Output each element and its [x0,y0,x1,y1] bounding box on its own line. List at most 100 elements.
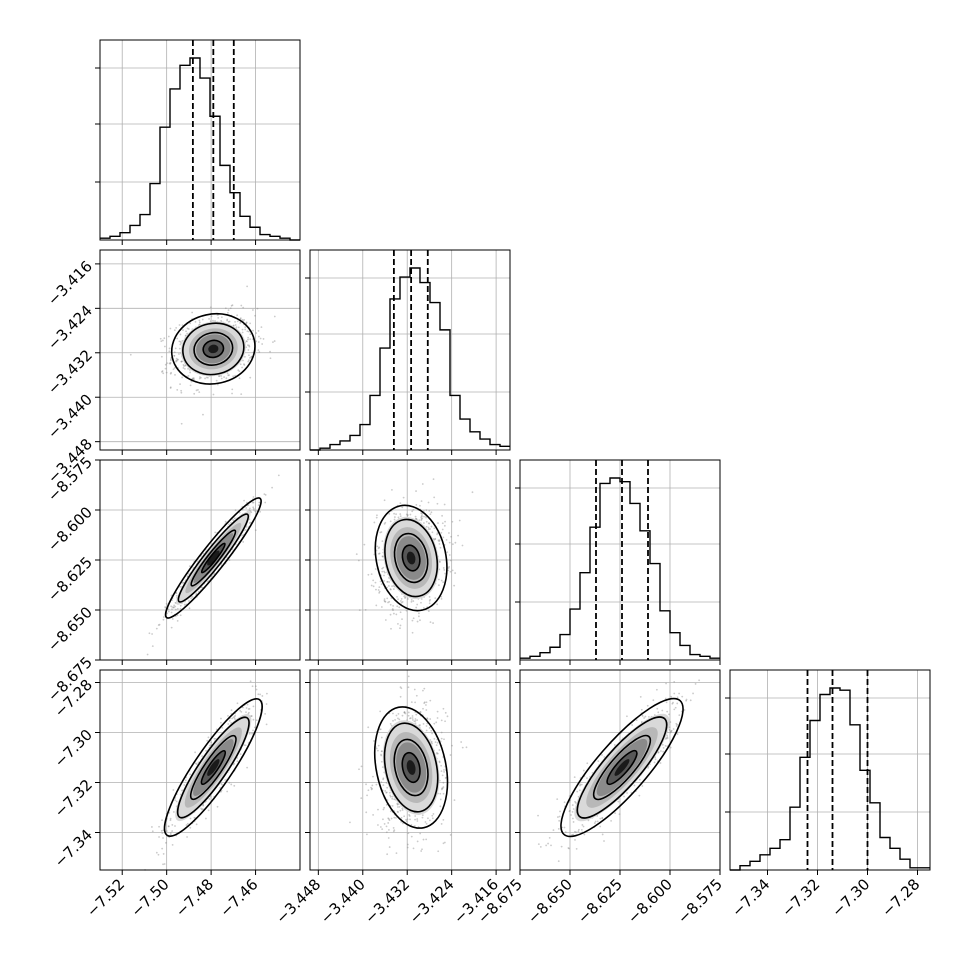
sample-point [239,363,242,366]
sample-point [151,830,154,833]
sample-point [661,709,664,712]
sample-point [244,326,247,328]
sample-point [425,509,428,512]
sample-point [163,345,166,348]
sample-point [246,703,249,706]
sample-point [273,340,276,342]
sample-point [183,603,186,606]
sample-point [399,515,402,518]
sample-point [162,853,165,855]
sample-point [243,319,246,321]
sample-point [414,818,416,821]
sample-point [182,367,185,369]
sample-point [238,370,241,373]
sample-point [272,341,274,344]
sample-point [160,355,163,358]
sample-point [247,338,249,341]
sample-point [409,818,411,821]
sample-point [400,598,403,600]
sample-point [157,853,160,856]
sample-point [151,645,154,647]
sample-point [265,703,268,705]
sample-point [389,794,392,797]
contour-line [182,322,245,376]
sample-point [371,784,374,787]
sample-point [155,851,158,854]
histogram-step [100,57,300,241]
sample-point [414,815,417,817]
sample-point [370,573,373,576]
sample-point [262,338,265,340]
sample-point [234,509,237,512]
sample-point [436,717,439,719]
sample-point [188,565,191,568]
sample-point [234,374,237,377]
sample-point [169,327,172,330]
sample-point [187,374,190,377]
sample-point [189,817,192,820]
sample-point [176,389,179,391]
sample-point [181,376,184,379]
sample-point [449,754,452,756]
sample-point [198,321,201,324]
sample-point [245,322,248,324]
sample-point [676,696,679,699]
panel-ticks [95,263,257,455]
sample-point [669,746,672,749]
sample-point [391,585,393,588]
sample-point [460,741,463,743]
sample-point [380,781,383,783]
sample-point [412,617,415,620]
sample-point [186,575,189,578]
sample-point [438,578,440,581]
sample-point [380,531,383,533]
sample-point [381,540,384,543]
sample-point [385,831,388,834]
sample-point [160,340,163,343]
sample-point [453,799,456,802]
sample-point [258,501,261,504]
sample-point [239,753,242,756]
sample-point [423,522,425,524]
sample-point [420,500,423,503]
sample-point [443,569,446,571]
sample-point [207,809,210,812]
sample-point [377,744,380,747]
sample-point [372,775,374,778]
sample-point [374,581,377,584]
sample-point [365,811,368,814]
sample-point [181,324,184,327]
sample-point [216,805,219,808]
sample-point [397,516,400,519]
sample-point [191,596,194,598]
sample-point [385,825,388,828]
sample-point [220,717,222,720]
sample-point [430,740,433,743]
sample-point [454,572,457,574]
sample-point [184,779,187,782]
sample-point [242,359,244,362]
sample-point [192,377,195,380]
sample-point [668,713,670,716]
sample-point [183,784,186,786]
sample-point [257,693,260,696]
sample-point [181,360,183,363]
sample-point [427,817,429,820]
sample-point [448,532,450,534]
sample-point [411,631,414,634]
sample-point [398,718,401,721]
sample-point [174,825,176,827]
sample-point [226,372,229,375]
sample-point [434,597,437,600]
sample-point [239,317,242,320]
sample-point [418,519,421,522]
sample-point [372,814,375,816]
sample-point [170,371,173,374]
sample-point [444,711,447,714]
sample-point [236,760,239,763]
density-level [208,344,219,354]
sample-point [269,357,272,360]
sample-point [441,514,443,517]
sample-point [425,709,428,711]
sample-point [360,797,363,800]
